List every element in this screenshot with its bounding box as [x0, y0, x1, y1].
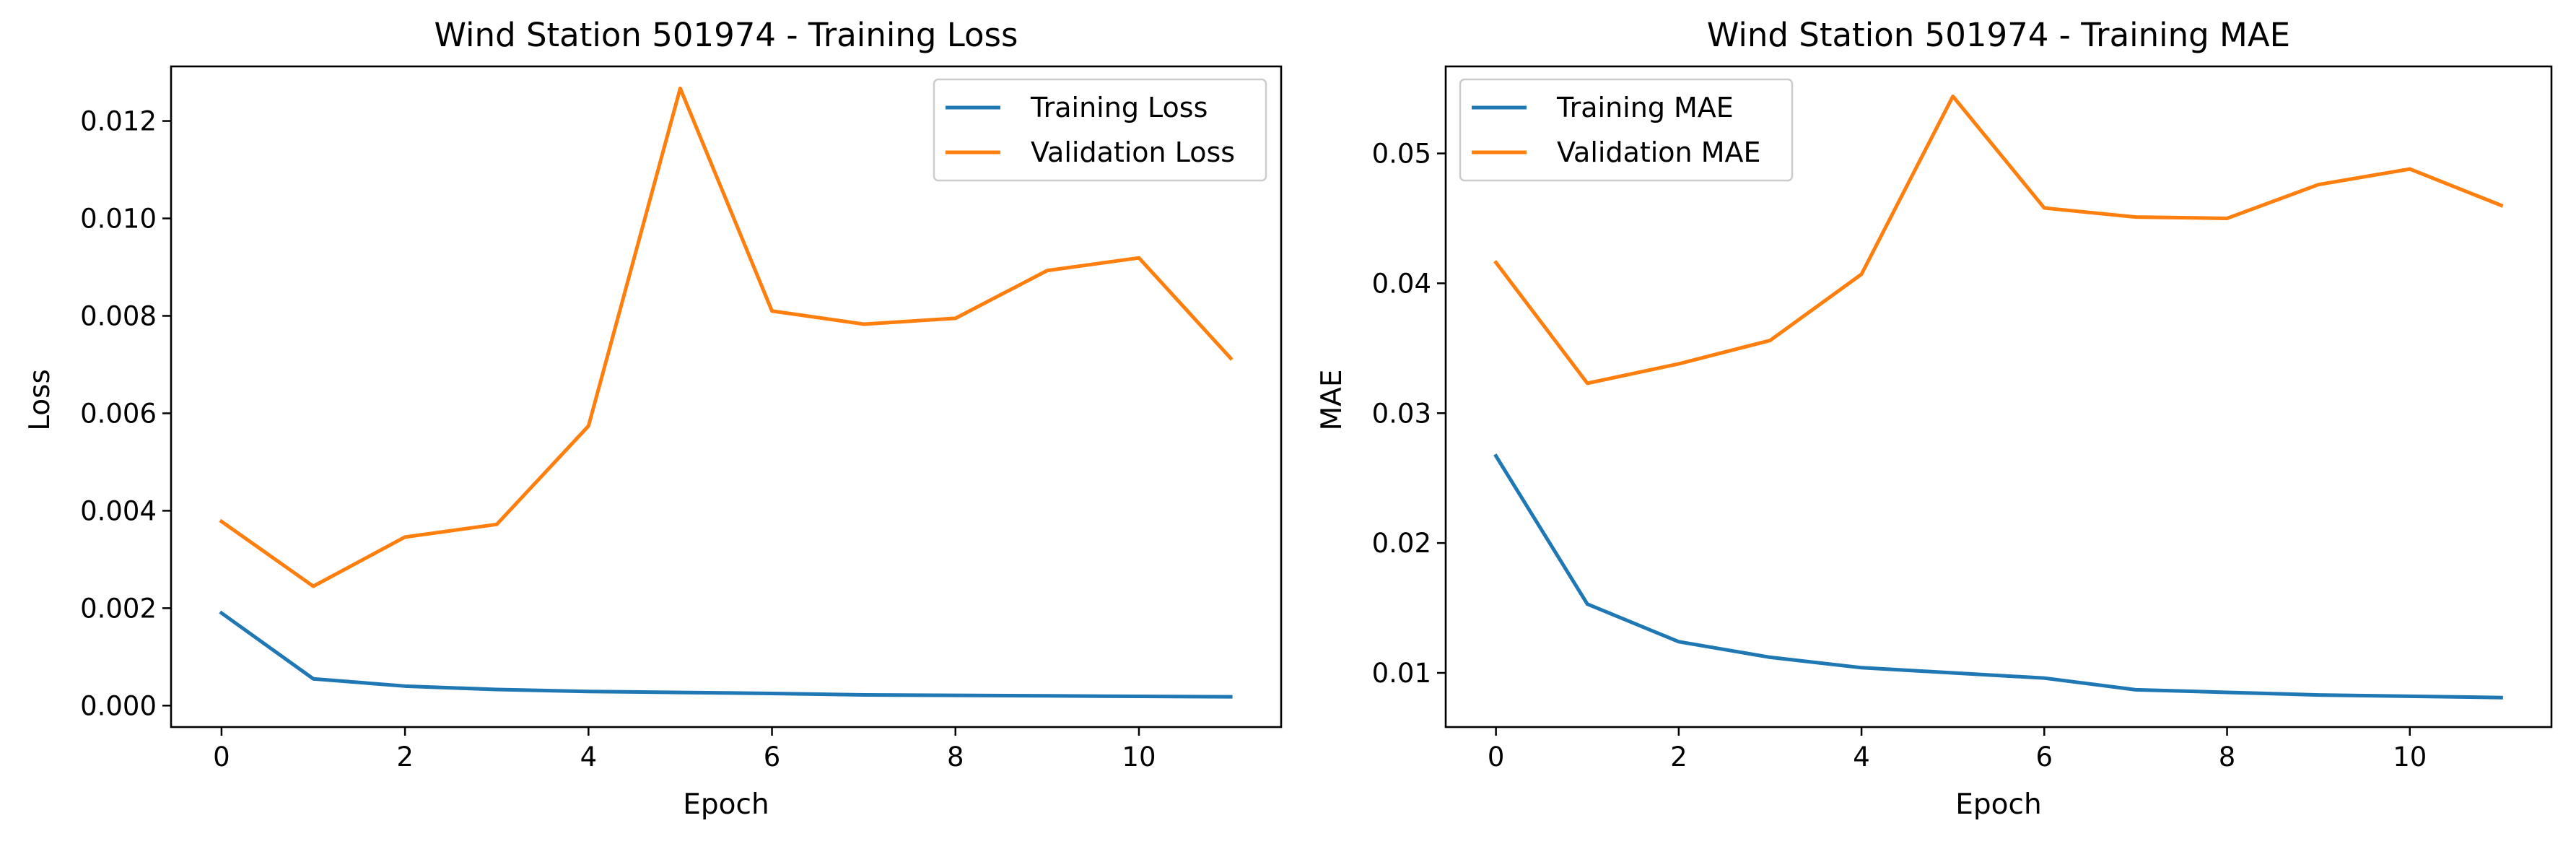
- series-line-validation-mae: [1493, 94, 2504, 386]
- loss-x-tick-label: 6: [764, 741, 781, 773]
- legend-label-training-loss: Training Loss: [1030, 92, 1208, 123]
- mae-y-tick-label: 0.03: [1372, 398, 1431, 429]
- loss-legend: Training Loss Validation Loss: [933, 78, 1267, 182]
- mae-chart-panel: Wind Station 501974 - Training MAE Epoch…: [1316, 16, 2553, 821]
- loss-x-tick-label: 0: [213, 741, 230, 773]
- loss-legend-box: [933, 78, 1267, 182]
- mae-plot-frame: [1444, 65, 2553, 728]
- series-line-validation-loss: [219, 86, 1234, 588]
- mae-legend: Training MAE Validation MAE: [1459, 78, 1794, 182]
- mae-legend-box: [1459, 78, 1794, 182]
- loss-y-tick-label: 0.000: [80, 690, 157, 721]
- loss-chart-panel: Wind Station 501974 - Training Loss Epoc…: [24, 16, 1283, 821]
- mae-x-tick-label: 0: [1488, 741, 1505, 773]
- loss-x-tick-label: 2: [396, 741, 414, 773]
- loss-x-tick-label: 10: [1122, 741, 1156, 773]
- loss-y-tick-label: 0.010: [80, 204, 157, 235]
- loss-y-tick-label: 0.006: [80, 398, 157, 429]
- series-line-training-mae: [1493, 453, 2503, 700]
- loss-axis-ticks: 0 2 4 6 8 10 0.000 0.002 0.004 0.006 0.008 0.010 0.0…: [80, 106, 1156, 773]
- loss-x-tick-label: 4: [580, 741, 598, 773]
- mae-x-tick-label: 10: [2393, 741, 2427, 773]
- loss-plot-frame: [170, 65, 1283, 728]
- mae-y-tick-label: 0.01: [1372, 658, 1431, 689]
- mae-x-tick-label: 6: [2036, 741, 2053, 773]
- mae-axis-ticks: 0 2 4 6 8 10 0.01 0.02 0.03 0.04 0.05: [1372, 139, 2427, 773]
- loss-series-lines: [219, 86, 1234, 699]
- mae-chart-title: Wind Station 501974 - Training MAE: [1707, 16, 2290, 54]
- mae-x-tick-label: 2: [1670, 741, 1688, 773]
- mae-x-tick-label: 4: [1853, 741, 1870, 773]
- mae-x-tick-label: 8: [2219, 741, 2236, 773]
- loss-chart-title: Wind Station 501974 - Training Loss: [435, 16, 1018, 54]
- mae-y-tick-label: 0.05: [1372, 139, 1431, 170]
- loss-x-tick-label: 8: [947, 741, 964, 773]
- loss-y-tick-label: 0.012: [80, 106, 157, 137]
- series-line-training-loss: [219, 610, 1233, 699]
- loss-y-tick-label: 0.002: [80, 593, 157, 624]
- mae-y-tick-label: 0.02: [1372, 528, 1431, 559]
- loss-y-tick-label: 0.004: [80, 495, 157, 526]
- legend-label-training-mae: Training MAE: [1556, 92, 1734, 123]
- legend-label-validation-mae: Validation MAE: [1557, 136, 1761, 168]
- loss-x-axis-label: Epoch: [683, 788, 769, 821]
- loss-y-tick-label: 0.008: [80, 300, 157, 331]
- mae-series-lines: [1493, 94, 2504, 700]
- mae-y-axis-label: MAE: [1316, 370, 1348, 431]
- mae-y-tick-label: 0.04: [1372, 268, 1431, 299]
- mae-x-axis-label: Epoch: [1955, 788, 2041, 821]
- loss-y-axis-label: Loss: [24, 369, 56, 431]
- legend-label-validation-loss: Validation Loss: [1031, 136, 1235, 168]
